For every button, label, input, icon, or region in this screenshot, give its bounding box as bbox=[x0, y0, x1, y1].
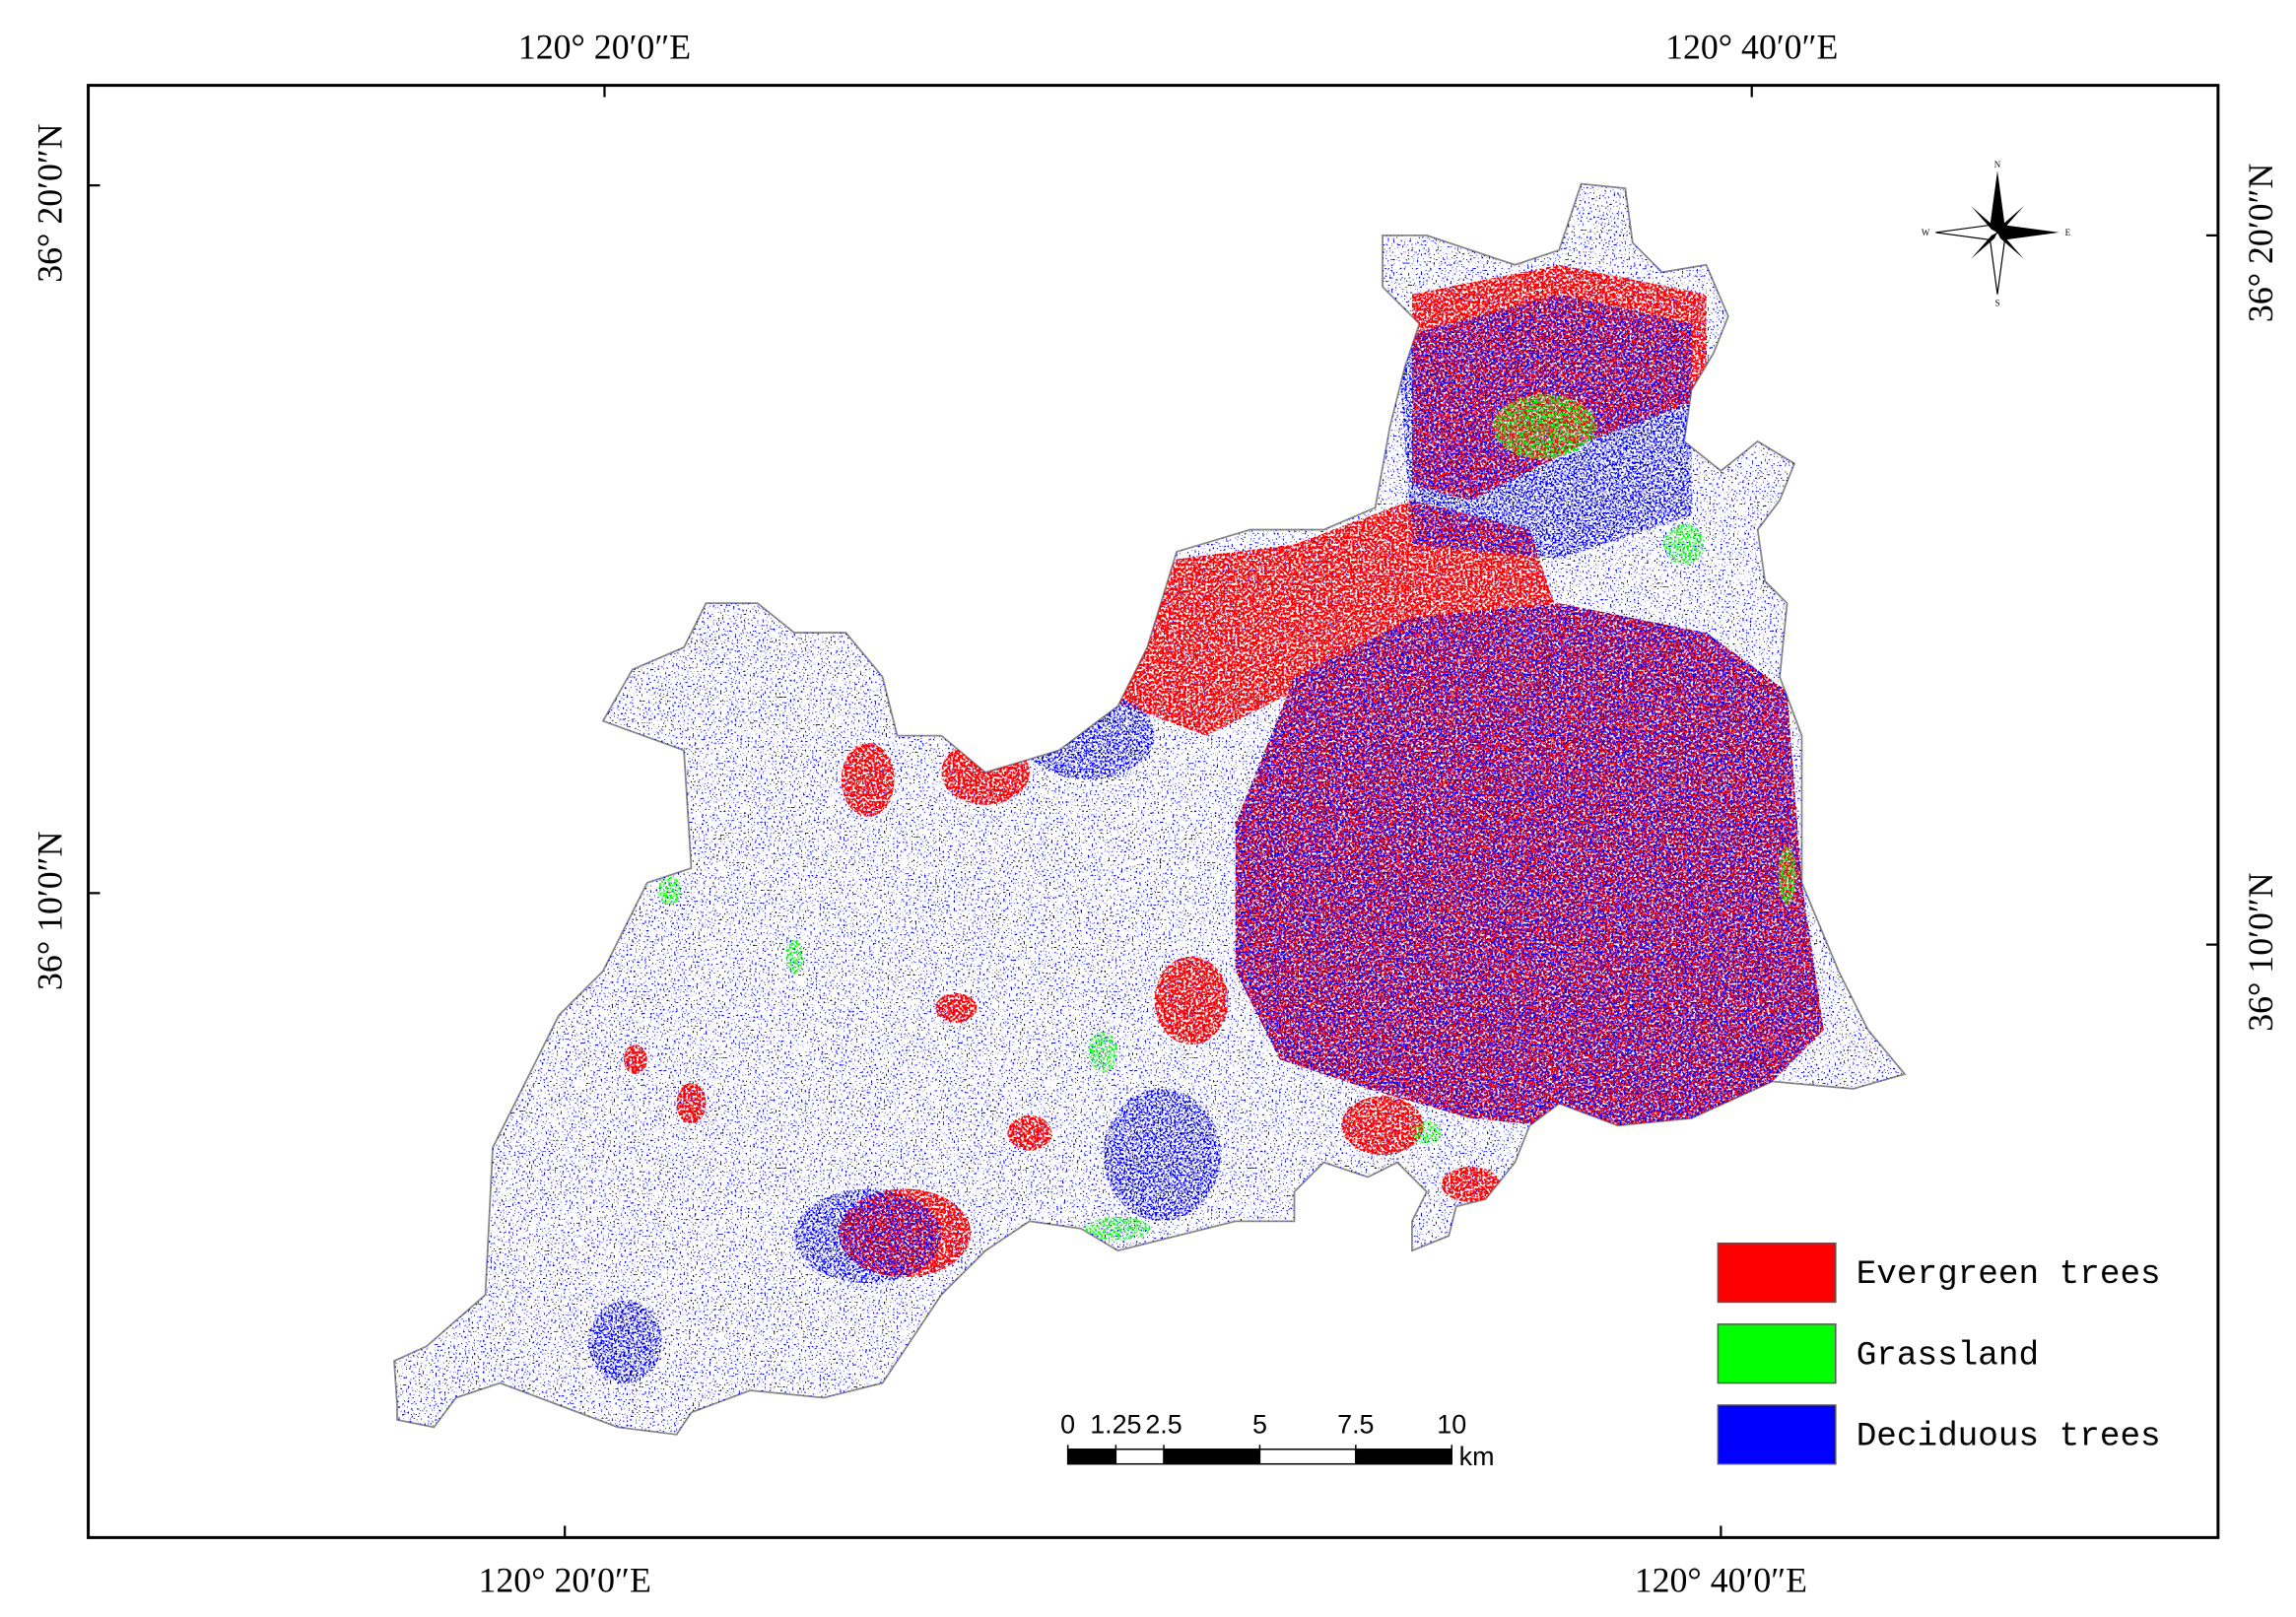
scale-segment bbox=[1163, 1449, 1261, 1465]
bottom-coord-label: 120° 40′0″E bbox=[1635, 1561, 1807, 1600]
legend-swatch bbox=[1717, 1323, 1837, 1384]
north-arrow: N S E W bbox=[1922, 160, 2071, 307]
legend-label: Deciduous trees bbox=[1857, 1417, 2161, 1455]
compass-south: S bbox=[1995, 299, 2000, 308]
compass-east: E bbox=[2065, 228, 2071, 237]
coordinate-labels: 120° 20′0″E 120° 40′0″E 120° 20′0″E 120° 40… bbox=[31, 28, 2280, 1600]
scale-segment bbox=[1066, 1449, 1117, 1465]
legend: Evergreen trees Grassland Deciduous trees bbox=[1717, 1242, 2161, 1465]
scale-label: 7.5 bbox=[1337, 1409, 1374, 1439]
legend-swatch bbox=[1717, 1242, 1837, 1304]
left-coord-label: 36° 10′0″N bbox=[31, 831, 70, 990]
right-coord-label: 36° 20′0″N bbox=[2241, 164, 2280, 323]
legend-swatch bbox=[1717, 1404, 1837, 1465]
scale-segment bbox=[1114, 1449, 1165, 1465]
scale-label: 5 bbox=[1252, 1409, 1267, 1439]
scale-unit: km bbox=[1459, 1442, 1495, 1471]
scale-label: 10 bbox=[1437, 1409, 1466, 1439]
scale-bar: 0 1.25 2.5 5 7.5 10 km bbox=[1060, 1409, 1494, 1471]
left-coord-label: 36° 20′0″N bbox=[31, 123, 70, 283]
scale-label: 2.5 bbox=[1145, 1409, 1182, 1439]
right-coord-label: 36° 10′0″N bbox=[2241, 872, 2280, 1032]
map-frame bbox=[87, 84, 2220, 1539]
scale-label: 0 bbox=[1060, 1409, 1075, 1439]
compass-west: W bbox=[1922, 228, 1930, 237]
scale-segment bbox=[1258, 1449, 1357, 1465]
grassland-area bbox=[657, 394, 1796, 1241]
bottom-coord-label: 120° 20′0″E bbox=[479, 1561, 651, 1600]
scale-segment bbox=[1355, 1449, 1452, 1465]
top-coord-label: 120° 40′0″E bbox=[1665, 28, 1838, 67]
legend-label: Grassland bbox=[1857, 1336, 2039, 1375]
scale-label: 1.25 bbox=[1090, 1409, 1141, 1439]
legend-label: Evergreen trees bbox=[1857, 1255, 2161, 1294]
top-coord-label: 120° 20′0″E bbox=[518, 28, 691, 67]
compass-north: N bbox=[1994, 160, 2001, 169]
